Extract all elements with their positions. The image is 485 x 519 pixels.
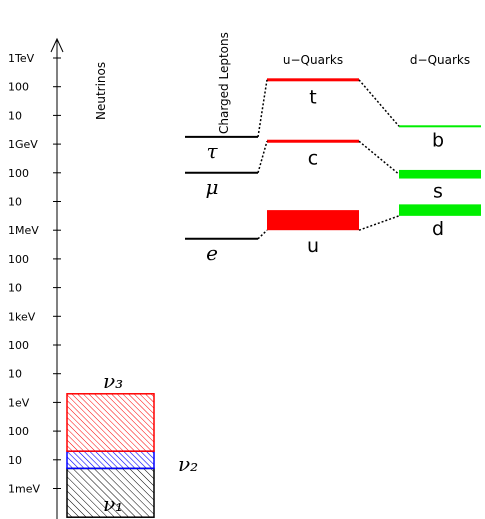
- lepton-label: τ: [206, 139, 218, 163]
- y-tick-label: 1meV: [8, 483, 40, 496]
- column-title-d-quarks: d−Quarks: [410, 53, 470, 67]
- y-tick-label: 100: [8, 167, 29, 180]
- u-quark-label: c: [308, 148, 318, 170]
- y-tick-label: 10: [8, 368, 22, 381]
- y-tick-label: 100: [8, 339, 29, 352]
- column-title-neutrinos: Neutrinos: [94, 62, 108, 120]
- connector-lepton-u: [257, 141, 268, 174]
- y-tick-label: 10: [8, 282, 22, 295]
- d-quark-level-b: [399, 125, 481, 128]
- connector-u-d: [358, 140, 400, 175]
- connector-lepton-u: [257, 79, 268, 138]
- y-tick-label: 1eV: [8, 396, 30, 409]
- y-tick-label: 1keV: [8, 310, 36, 323]
- neutrino-band-3: [67, 393, 154, 452]
- d-quark-label: d: [432, 218, 444, 240]
- u-quark-level-c: [267, 139, 359, 143]
- y-tick-label: 1TeV: [8, 52, 35, 65]
- connector-u-d: [358, 215, 400, 231]
- y-tick-label: 100: [8, 253, 29, 266]
- connector-u-d: [358, 79, 400, 127]
- column-title-charged-leptons: Charged Leptons: [217, 32, 231, 134]
- neutrino-label-2: ν₂: [178, 452, 198, 476]
- neutrino-band-1: [67, 468, 154, 518]
- y-axis: 1TeV 100 10 1GeV 100 10 1MeV 100 10 1keV 100 10 1eV 1…: [8, 37, 64, 519]
- y-tick-label: 10: [8, 109, 22, 122]
- y-tick-label: 100: [8, 81, 29, 94]
- neutrino-bands: ν₁ ν₂ ν₃: [66, 369, 198, 518]
- y-tick-label: 100: [8, 425, 29, 438]
- y-tick-label: 10: [8, 196, 22, 209]
- d-quark-label: b: [432, 129, 444, 151]
- neutrino-label-3: ν₃: [103, 369, 123, 393]
- u-quark-levels: u c t: [267, 78, 359, 257]
- d-quark-levels: ds b: [399, 125, 481, 240]
- y-tick-label: 10: [8, 454, 22, 467]
- y-axis-arrow: [50, 37, 64, 53]
- u-quark-label: t: [309, 86, 316, 108]
- neutrino-band-outline: [66, 393, 155, 452]
- lepton-label: μ: [206, 175, 219, 199]
- d-quark-level-d: [399, 204, 481, 216]
- generation-connectors: [257, 79, 400, 240]
- neutrino-label-1: ν₁: [103, 492, 123, 516]
- y-tick-label: 1MeV: [8, 224, 39, 237]
- d-quark-label: s: [433, 181, 443, 203]
- y-tick-label: 1GeV: [8, 138, 38, 151]
- neutrino-band-2: [67, 451, 154, 469]
- lepton-label: e: [206, 241, 218, 265]
- u-quark-label: u: [307, 235, 319, 257]
- u-quark-level-u: [267, 210, 359, 231]
- column-title-u-quarks: u−Quarks: [283, 53, 343, 67]
- d-quark-level-s: [399, 169, 481, 179]
- column-titles: Neutrinos Charged Leptons u−Quarks d−Quarks: [94, 32, 470, 134]
- u-quark-level-t: [267, 78, 359, 82]
- charged-lepton-levels: e μτ: [185, 135, 258, 265]
- connector-lepton-u: [257, 229, 268, 240]
